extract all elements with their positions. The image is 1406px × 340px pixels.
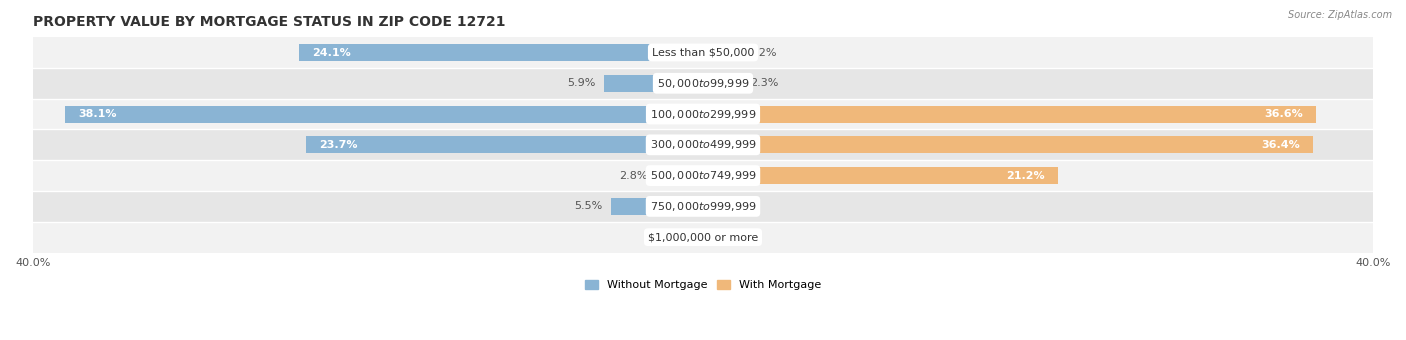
Text: $750,000 to $999,999: $750,000 to $999,999 [650, 200, 756, 213]
Text: 0.83%: 0.83% [725, 232, 761, 242]
Bar [32, 68, 1374, 99]
Text: 2.2%: 2.2% [748, 48, 776, 57]
Bar [65, 106, 703, 122]
Text: Less than $50,000: Less than $50,000 [652, 48, 754, 57]
Bar [657, 167, 703, 184]
Text: 36.4%: 36.4% [1261, 140, 1299, 150]
Text: Source: ZipAtlas.com: Source: ZipAtlas.com [1288, 10, 1392, 20]
Text: $300,000 to $499,999: $300,000 to $499,999 [650, 138, 756, 151]
Text: 23.7%: 23.7% [319, 140, 357, 150]
Text: 24.1%: 24.1% [312, 48, 352, 57]
Bar [307, 136, 703, 153]
Bar [703, 44, 740, 61]
Text: $1,000,000 or more: $1,000,000 or more [648, 232, 758, 242]
Bar [610, 198, 703, 215]
Bar [703, 198, 709, 215]
Bar [703, 75, 741, 92]
Text: 0.0%: 0.0% [666, 232, 695, 242]
Text: 0.37%: 0.37% [717, 201, 754, 211]
Bar [703, 106, 1316, 122]
Bar [32, 191, 1374, 222]
Text: 21.2%: 21.2% [1007, 171, 1045, 181]
Text: 38.1%: 38.1% [77, 109, 117, 119]
Text: 2.3%: 2.3% [749, 78, 779, 88]
Bar [32, 160, 1374, 191]
Text: 5.5%: 5.5% [574, 201, 602, 211]
Bar [32, 130, 1374, 160]
Text: $500,000 to $749,999: $500,000 to $749,999 [650, 169, 756, 182]
Legend: Without Mortgage, With Mortgage: Without Mortgage, With Mortgage [581, 275, 825, 294]
Bar [703, 136, 1313, 153]
Bar [703, 167, 1059, 184]
Text: $50,000 to $99,999: $50,000 to $99,999 [657, 77, 749, 90]
Bar [32, 222, 1374, 253]
Text: 5.9%: 5.9% [568, 78, 596, 88]
Text: 36.6%: 36.6% [1264, 109, 1303, 119]
Bar [32, 37, 1374, 68]
Bar [299, 44, 703, 61]
Text: $100,000 to $299,999: $100,000 to $299,999 [650, 107, 756, 121]
Bar [605, 75, 703, 92]
Bar [32, 99, 1374, 130]
Bar [703, 229, 717, 245]
Text: 2.8%: 2.8% [619, 171, 648, 181]
Text: PROPERTY VALUE BY MORTGAGE STATUS IN ZIP CODE 12721: PROPERTY VALUE BY MORTGAGE STATUS IN ZIP… [32, 15, 505, 29]
